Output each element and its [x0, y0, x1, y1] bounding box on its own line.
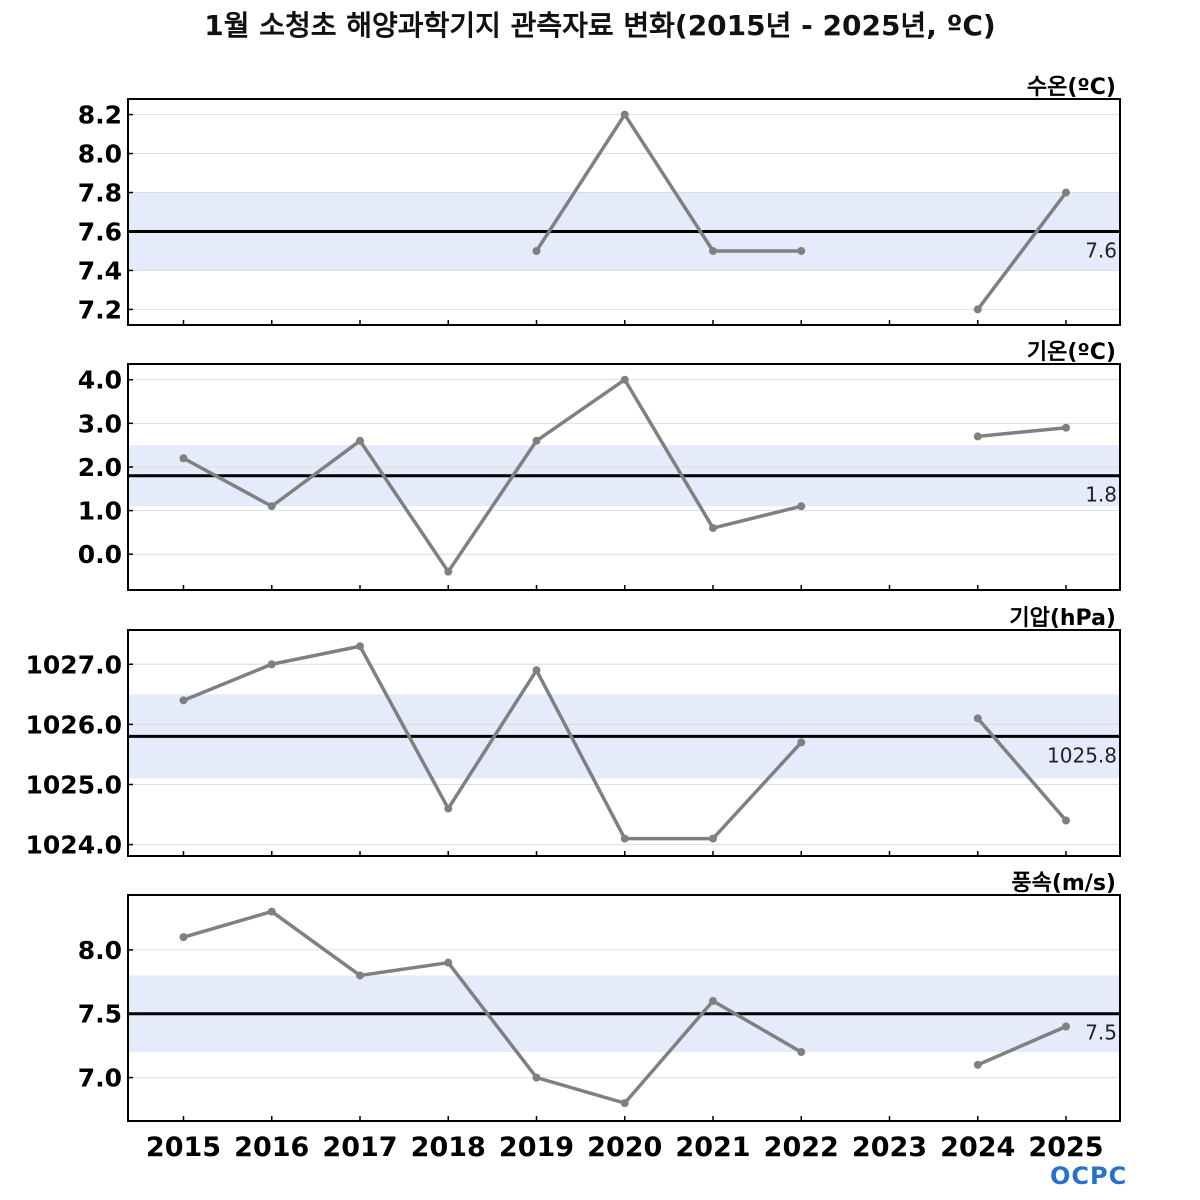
data-point	[620, 110, 629, 119]
data-point	[709, 524, 717, 533]
y-tick-label: 7.5	[78, 1000, 122, 1029]
ocpc-logo: OCPC	[1050, 1162, 1128, 1190]
data-point	[620, 1099, 629, 1108]
data-point	[267, 907, 276, 916]
x-tick-label: 2015	[146, 1132, 221, 1163]
series-line	[183, 909, 803, 1105]
x-tick-label: 2025	[1028, 1132, 1103, 1163]
data-point	[356, 971, 364, 980]
series-line	[182, 377, 802, 574]
data-point	[267, 660, 276, 669]
data-point	[179, 454, 188, 463]
x-tick-label: 2021	[675, 1132, 750, 1163]
y-tick-label: 7.8	[78, 179, 122, 208]
data-point	[1062, 1022, 1070, 1031]
data-point	[709, 246, 717, 255]
x-tick-label: 2020	[587, 1132, 662, 1163]
data-point	[356, 436, 364, 445]
panel-label: 풍속(m/s)	[1011, 871, 1116, 896]
data-point	[797, 738, 806, 747]
y-tick-label: 7.4	[78, 256, 122, 285]
data-point	[444, 804, 453, 813]
mean-value-label: 1.8	[1085, 483, 1117, 507]
panel-label: 기압(hPa)	[1009, 606, 1116, 631]
data-point	[267, 502, 276, 511]
data-point	[797, 246, 806, 255]
data-point	[709, 834, 717, 843]
data-point	[797, 502, 806, 511]
data-point	[532, 246, 541, 255]
data-point	[444, 958, 453, 967]
x-tick-label: 2019	[499, 1132, 574, 1163]
y-tick-label: 7.0	[78, 1064, 122, 1093]
mean-value-label: 7.6	[1085, 238, 1117, 262]
y-tick-label: 3.0	[78, 409, 122, 438]
series-line	[535, 112, 802, 253]
series-line	[977, 425, 1067, 439]
data-point	[973, 305, 982, 314]
series-line	[977, 1024, 1067, 1067]
y-tick-label: 8.0	[78, 936, 122, 965]
x-tick-label: 2016	[234, 1132, 309, 1163]
data-point	[1062, 423, 1070, 432]
chart-title: 1월 소청초 해양과학기지 관측자료 변화(2015년 - 2025년, ºC)	[204, 9, 996, 42]
series-line	[976, 191, 1068, 311]
data-point	[532, 436, 541, 445]
y-tick-label: 1025.0	[26, 770, 122, 799]
y-tick-label: 1026.0	[26, 710, 122, 739]
data-point	[1062, 188, 1070, 197]
y-tick-label: 8.0	[78, 140, 122, 169]
y-tick-label: 7.2	[78, 295, 122, 324]
data-point	[709, 996, 717, 1005]
mean-value-label: 7.5	[1085, 1021, 1117, 1045]
y-tick-label: 0.0	[78, 540, 122, 569]
y-tick-label: 2.0	[78, 453, 122, 482]
data-point	[973, 432, 982, 441]
y-tick-label: 8.2	[78, 101, 122, 130]
y-tick-label: 1027.0	[26, 650, 122, 679]
y-tick-label: 1024.0	[26, 831, 122, 860]
x-tick-label: 2024	[940, 1132, 1015, 1163]
data-point	[179, 696, 188, 705]
data-point	[179, 933, 188, 942]
data-point	[532, 1073, 541, 1082]
y-tick-label: 1.0	[78, 497, 122, 526]
panel-label: 기온(ºC)	[1027, 340, 1116, 365]
data-point	[620, 834, 629, 843]
x-tick-label: 2022	[764, 1132, 839, 1163]
data-point	[973, 714, 982, 723]
data-point	[444, 567, 453, 576]
x-tick-label: 2023	[852, 1132, 927, 1163]
data-point	[973, 1060, 982, 1069]
y-tick-label: 7.6	[78, 217, 122, 246]
y-tick-label: 4.0	[78, 366, 122, 395]
data-point	[620, 375, 629, 384]
data-point	[532, 666, 541, 675]
data-point	[797, 1048, 806, 1057]
data-point	[1062, 816, 1070, 825]
mean-value-label: 1025.8	[1047, 743, 1117, 767]
x-tick-label: 2017	[322, 1132, 397, 1163]
data-point	[356, 642, 364, 651]
x-tick-label: 2018	[411, 1132, 486, 1163]
series-line	[182, 644, 803, 841]
series-line	[976, 717, 1068, 822]
panel-label: 수온(ºC)	[1027, 75, 1116, 100]
